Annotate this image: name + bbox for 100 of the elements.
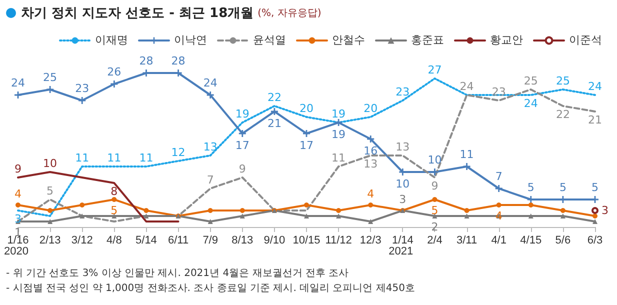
point (48, 208, 53, 213)
x-tick-label: 3/12 (71, 234, 93, 246)
data-label: 5 (592, 181, 598, 194)
data-label: 21 (588, 114, 602, 126)
x-tick-label: 6/11 (168, 234, 189, 246)
data-label: 11 (107, 152, 122, 164)
point (80, 202, 85, 208)
data-label: 23 (396, 86, 410, 98)
data-label: 24 (460, 80, 474, 93)
point (144, 208, 149, 213)
data-label: 25 (556, 74, 570, 88)
legend-label: 이준석 (569, 34, 602, 46)
point (304, 214, 309, 218)
point (592, 219, 598, 224)
data-label: 5 (559, 181, 566, 194)
data-label: 25 (43, 71, 58, 84)
data-label: 7 (206, 174, 214, 186)
point (78, 97, 86, 104)
data-label: 11 (460, 148, 474, 161)
point (495, 185, 502, 192)
legend-label: 안철수 (332, 34, 365, 46)
chart-title: 차기 정치 지도자 선호도 - 최근 18개월 (21, 5, 254, 22)
x-tick-label: 4/15 (520, 234, 542, 246)
point (80, 214, 85, 218)
x-tick-label: 4/1 (491, 234, 506, 246)
data-label: 13 (396, 140, 410, 154)
data-label: 8 (110, 185, 118, 198)
data-label: 3 (399, 193, 406, 206)
data-label: 16 (364, 144, 378, 158)
point (592, 214, 598, 218)
data-label: 4 (367, 188, 374, 200)
text: - 위 기간 선호도 3% 이상 인물만 제시. 2021년 4월은 재보궐선거 전후 조사 (6, 267, 350, 281)
x-tick-label: 5/6 (555, 234, 571, 246)
data-label: 19 (332, 128, 346, 141)
point (528, 214, 534, 218)
point (238, 130, 246, 137)
x-tick-label: 4/8 (106, 234, 122, 246)
data-label: 11 (139, 152, 154, 164)
data-label: 3 (602, 204, 608, 217)
point (528, 202, 534, 208)
data-label: 5 (110, 204, 118, 217)
point (110, 80, 118, 88)
point (336, 208, 342, 213)
legend-label: 이재명 (95, 34, 128, 46)
data-label: 20 (364, 102, 378, 115)
data-label: 12 (171, 146, 186, 159)
point (304, 202, 309, 208)
data-label: 28 (139, 54, 154, 68)
data-label: 22 (267, 91, 282, 104)
x-tick-label: 7/9 (202, 234, 218, 246)
point (367, 136, 374, 142)
point (144, 214, 149, 218)
point (240, 208, 245, 213)
data-label: 19 (332, 108, 346, 120)
legend-label: 윤석열 (253, 34, 286, 46)
data-label: 13 (364, 158, 378, 170)
legend-label: 이낙연 (174, 34, 207, 46)
data-label: 9 (238, 162, 246, 176)
x-tick-label: 12/3 (360, 234, 382, 246)
point (270, 108, 278, 115)
data-label: 28 (171, 54, 186, 68)
data-label: 25 (524, 74, 538, 88)
data-label: 20 (300, 102, 314, 115)
data-label: 24 (203, 76, 218, 90)
point (592, 207, 598, 214)
point (463, 163, 470, 170)
data-label: 24 (524, 97, 538, 110)
x-tick-label: 10/15 (292, 234, 320, 246)
data-label: 5 (527, 181, 534, 194)
x-tick-label: 6/3 (587, 234, 603, 246)
point (368, 202, 374, 208)
text: - 시점별 전국 성인 약 1,000명 전화조사. 조사 종료일 기준 제시. 데일리 오피니언 제450호 (6, 282, 416, 296)
point (48, 219, 53, 224)
data-label: 10 (428, 154, 442, 166)
x-tick-label: 5/14 (136, 234, 157, 246)
data-label: 22 (556, 108, 570, 121)
data-label: 21 (267, 117, 282, 130)
text: 2021 (388, 246, 414, 258)
chart-subtitle: (%, 자유응답) (258, 7, 322, 20)
x-tick-label: 9/10 (264, 234, 286, 246)
point (432, 197, 438, 202)
point (560, 214, 566, 218)
data-label: 10 (396, 178, 410, 190)
data-label: 9 (14, 162, 22, 176)
data-label: 24 (11, 76, 25, 90)
point (335, 119, 342, 126)
data-label: 19 (235, 108, 250, 120)
data-label: 13 (203, 140, 218, 154)
data-label: 11 (75, 152, 90, 164)
point (206, 92, 214, 98)
x-tick-label: 2/4 (427, 234, 442, 246)
legend-label: 황교안 (490, 34, 523, 46)
data-label: 17 (300, 139, 314, 152)
data-label: 4 (14, 188, 22, 200)
point (46, 86, 54, 93)
legend-label: 홍준표 (411, 34, 444, 46)
point (560, 208, 566, 213)
point (208, 219, 213, 224)
point (336, 214, 342, 218)
text: 2020 (4, 246, 28, 258)
